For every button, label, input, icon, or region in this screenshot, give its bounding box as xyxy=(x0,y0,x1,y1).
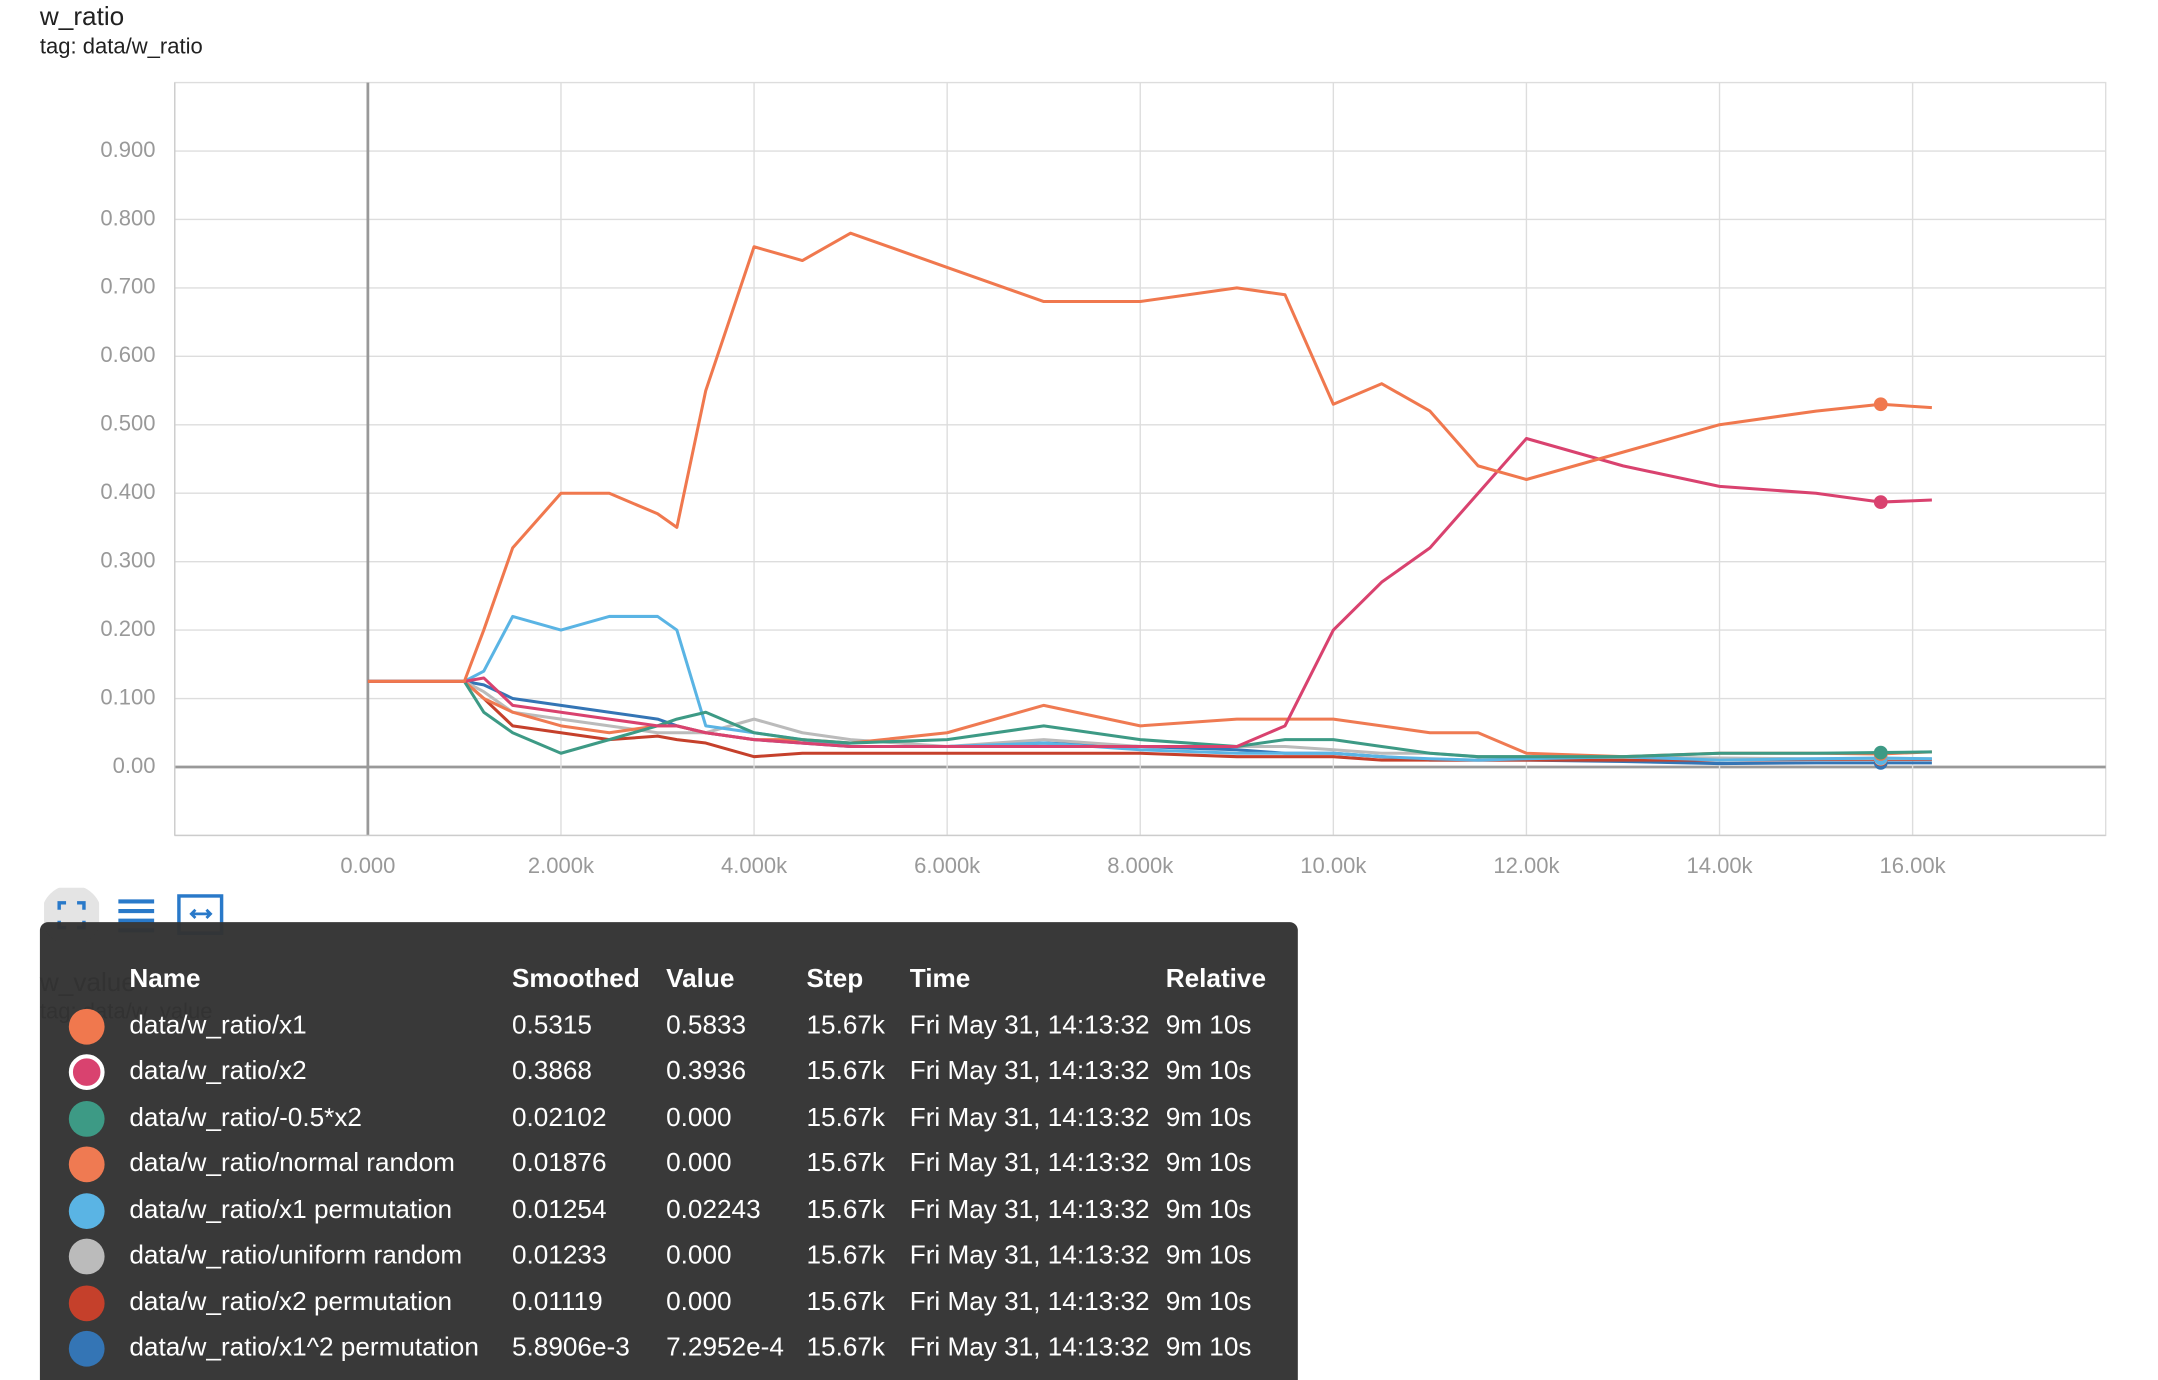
table-cell: 15.67k xyxy=(806,1056,886,1086)
series-swatch xyxy=(68,1146,105,1183)
x-tick-label: 2.000k xyxy=(528,853,595,878)
table-cell: 0.02102 xyxy=(511,1103,607,1132)
table-header: Time xyxy=(909,964,971,994)
table-cell: Fri May 31, 14:13:32 xyxy=(909,1056,1150,1086)
table-cell: 9m 10s xyxy=(1165,1333,1252,1363)
table-cell: Fri May 31, 14:13:32 xyxy=(909,1010,1150,1040)
series-swatch xyxy=(68,1284,105,1321)
table-cell: 0.5833 xyxy=(666,1010,747,1040)
y-tick-label: 0.400 xyxy=(100,479,155,504)
series-name: data/w_ratio/normal random xyxy=(129,1149,455,1179)
series-swatch xyxy=(68,1100,105,1137)
table-cell: Fri May 31, 14:13:32 xyxy=(909,1103,1150,1132)
series-line xyxy=(367,436,1932,749)
y-tick-label: 0.600 xyxy=(100,342,155,367)
table-cell: 15.67k xyxy=(806,1333,886,1363)
y-tick-label: 0.100 xyxy=(100,684,155,709)
series-line xyxy=(367,679,1932,759)
y-tick-label: 0.500 xyxy=(100,411,155,436)
table-cell: 0.3936 xyxy=(666,1056,747,1086)
table-cell: 9m 10s xyxy=(1165,1056,1252,1086)
table-cell: 0.000 xyxy=(666,1149,732,1179)
x-tick-label: 14.00k xyxy=(1686,853,1753,878)
table-cell: 0.01233 xyxy=(511,1241,607,1271)
table-cell: Fri May 31, 14:13:32 xyxy=(909,1241,1150,1271)
table-cell: 7.2952e-4 xyxy=(666,1333,784,1363)
table-cell: 15.67k xyxy=(806,1287,886,1317)
table-header: Name xyxy=(129,964,201,994)
table-cell: Fri May 31, 14:13:32 xyxy=(909,1149,1150,1179)
table-cell: Fri May 31, 14:13:32 xyxy=(909,1333,1150,1363)
series-swatch xyxy=(68,1008,105,1044)
table-header: Smoothed xyxy=(511,964,640,994)
table-cell: 0.3868 xyxy=(511,1056,592,1086)
y-tick-label: 0.900 xyxy=(100,137,155,162)
table-cell: 9m 10s xyxy=(1165,1195,1252,1225)
series-line xyxy=(367,231,1932,683)
table-cell: 9m 10s xyxy=(1165,1241,1252,1271)
table-cell: 15.67k xyxy=(806,1149,886,1179)
table-cell: Fri May 31, 14:13:32 xyxy=(909,1287,1150,1317)
table-cell: 15.67k xyxy=(806,1195,886,1225)
x-tick-label: 12.00k xyxy=(1493,853,1560,878)
table-cell: 9m 10s xyxy=(1165,1010,1252,1040)
series-name: data/w_ratio/x1 xyxy=(129,1010,307,1040)
table-cell: 0.01119 xyxy=(511,1287,603,1317)
tooltip: Name Smoothed Value Step Time Relative data/w_… xyxy=(39,922,1298,1380)
table-header: Value xyxy=(666,964,735,994)
table-cell: 15.67k xyxy=(806,1241,886,1271)
series-swatch xyxy=(68,1238,105,1275)
table-cell: 15.67k xyxy=(806,1010,886,1040)
x-tick-label: 10.00k xyxy=(1300,853,1367,878)
y-tick-label: 0.300 xyxy=(100,547,155,572)
chart-title: w_ratio xyxy=(39,2,125,32)
table-cell: 0.000 xyxy=(666,1103,732,1132)
series-line xyxy=(367,679,1932,762)
x-tick-label: 4.000k xyxy=(721,853,788,878)
hover-point xyxy=(1873,397,1888,412)
series-swatch xyxy=(68,1192,105,1229)
chart: 0.00 0.100 0.200 0.300 0.400 0.500 0.600 0.700 0… xyxy=(100,81,2107,878)
series-name: data/w_ratio/uniform random xyxy=(129,1241,463,1271)
table-cell: Fri May 31, 14:13:32 xyxy=(909,1195,1150,1225)
series-name: data/w_ratio/x1 permutation xyxy=(129,1195,453,1225)
table-cell: 0.01876 xyxy=(511,1149,607,1179)
series-name: data/w_ratio/x1^2 permutation xyxy=(129,1333,479,1363)
series-name: data/w_ratio/x2 permutation xyxy=(129,1287,453,1317)
table-cell: 9m 10s xyxy=(1165,1103,1252,1132)
table-cell: 0.01254 xyxy=(511,1195,607,1225)
table-cell: 9m 10s xyxy=(1165,1149,1252,1179)
table-cell: 0.5315 xyxy=(511,1010,592,1040)
hover-point xyxy=(1873,745,1888,760)
y-tick-label: 0.200 xyxy=(100,616,155,641)
hover-point xyxy=(1873,495,1888,509)
table-header: Relative xyxy=(1165,964,1267,994)
y-tick-label: 0.800 xyxy=(100,205,155,230)
series-swatch xyxy=(68,1330,105,1367)
y-tick-label: 0.700 xyxy=(100,274,155,299)
series-name: data/w_ratio/x2 xyxy=(129,1056,307,1086)
table-cell: 9m 10s xyxy=(1165,1287,1252,1317)
x-tick-label: 16.00k xyxy=(1880,853,1947,878)
x-tick-label: 6.000k xyxy=(914,853,981,878)
table-cell: 0.02243 xyxy=(666,1195,761,1225)
x-tick-label: 0.000 xyxy=(340,853,395,878)
table-cell: 5.8906e-3 xyxy=(511,1333,630,1363)
table-cell: 15.67k xyxy=(806,1103,886,1132)
table-cell: 0.000 xyxy=(666,1287,732,1317)
list-button[interactable] xyxy=(110,888,165,943)
y-tick-label: 0.00 xyxy=(113,753,156,778)
series-name: data/w_ratio/-0.5*x2 xyxy=(129,1103,362,1132)
table-cell: 0.000 xyxy=(666,1241,732,1271)
x-tick-label: 8.000k xyxy=(1107,853,1174,878)
table-header: Step xyxy=(806,964,864,994)
series-swatch xyxy=(68,1054,105,1091)
chart-subtitle: tag: data/w_ratio xyxy=(39,35,203,60)
